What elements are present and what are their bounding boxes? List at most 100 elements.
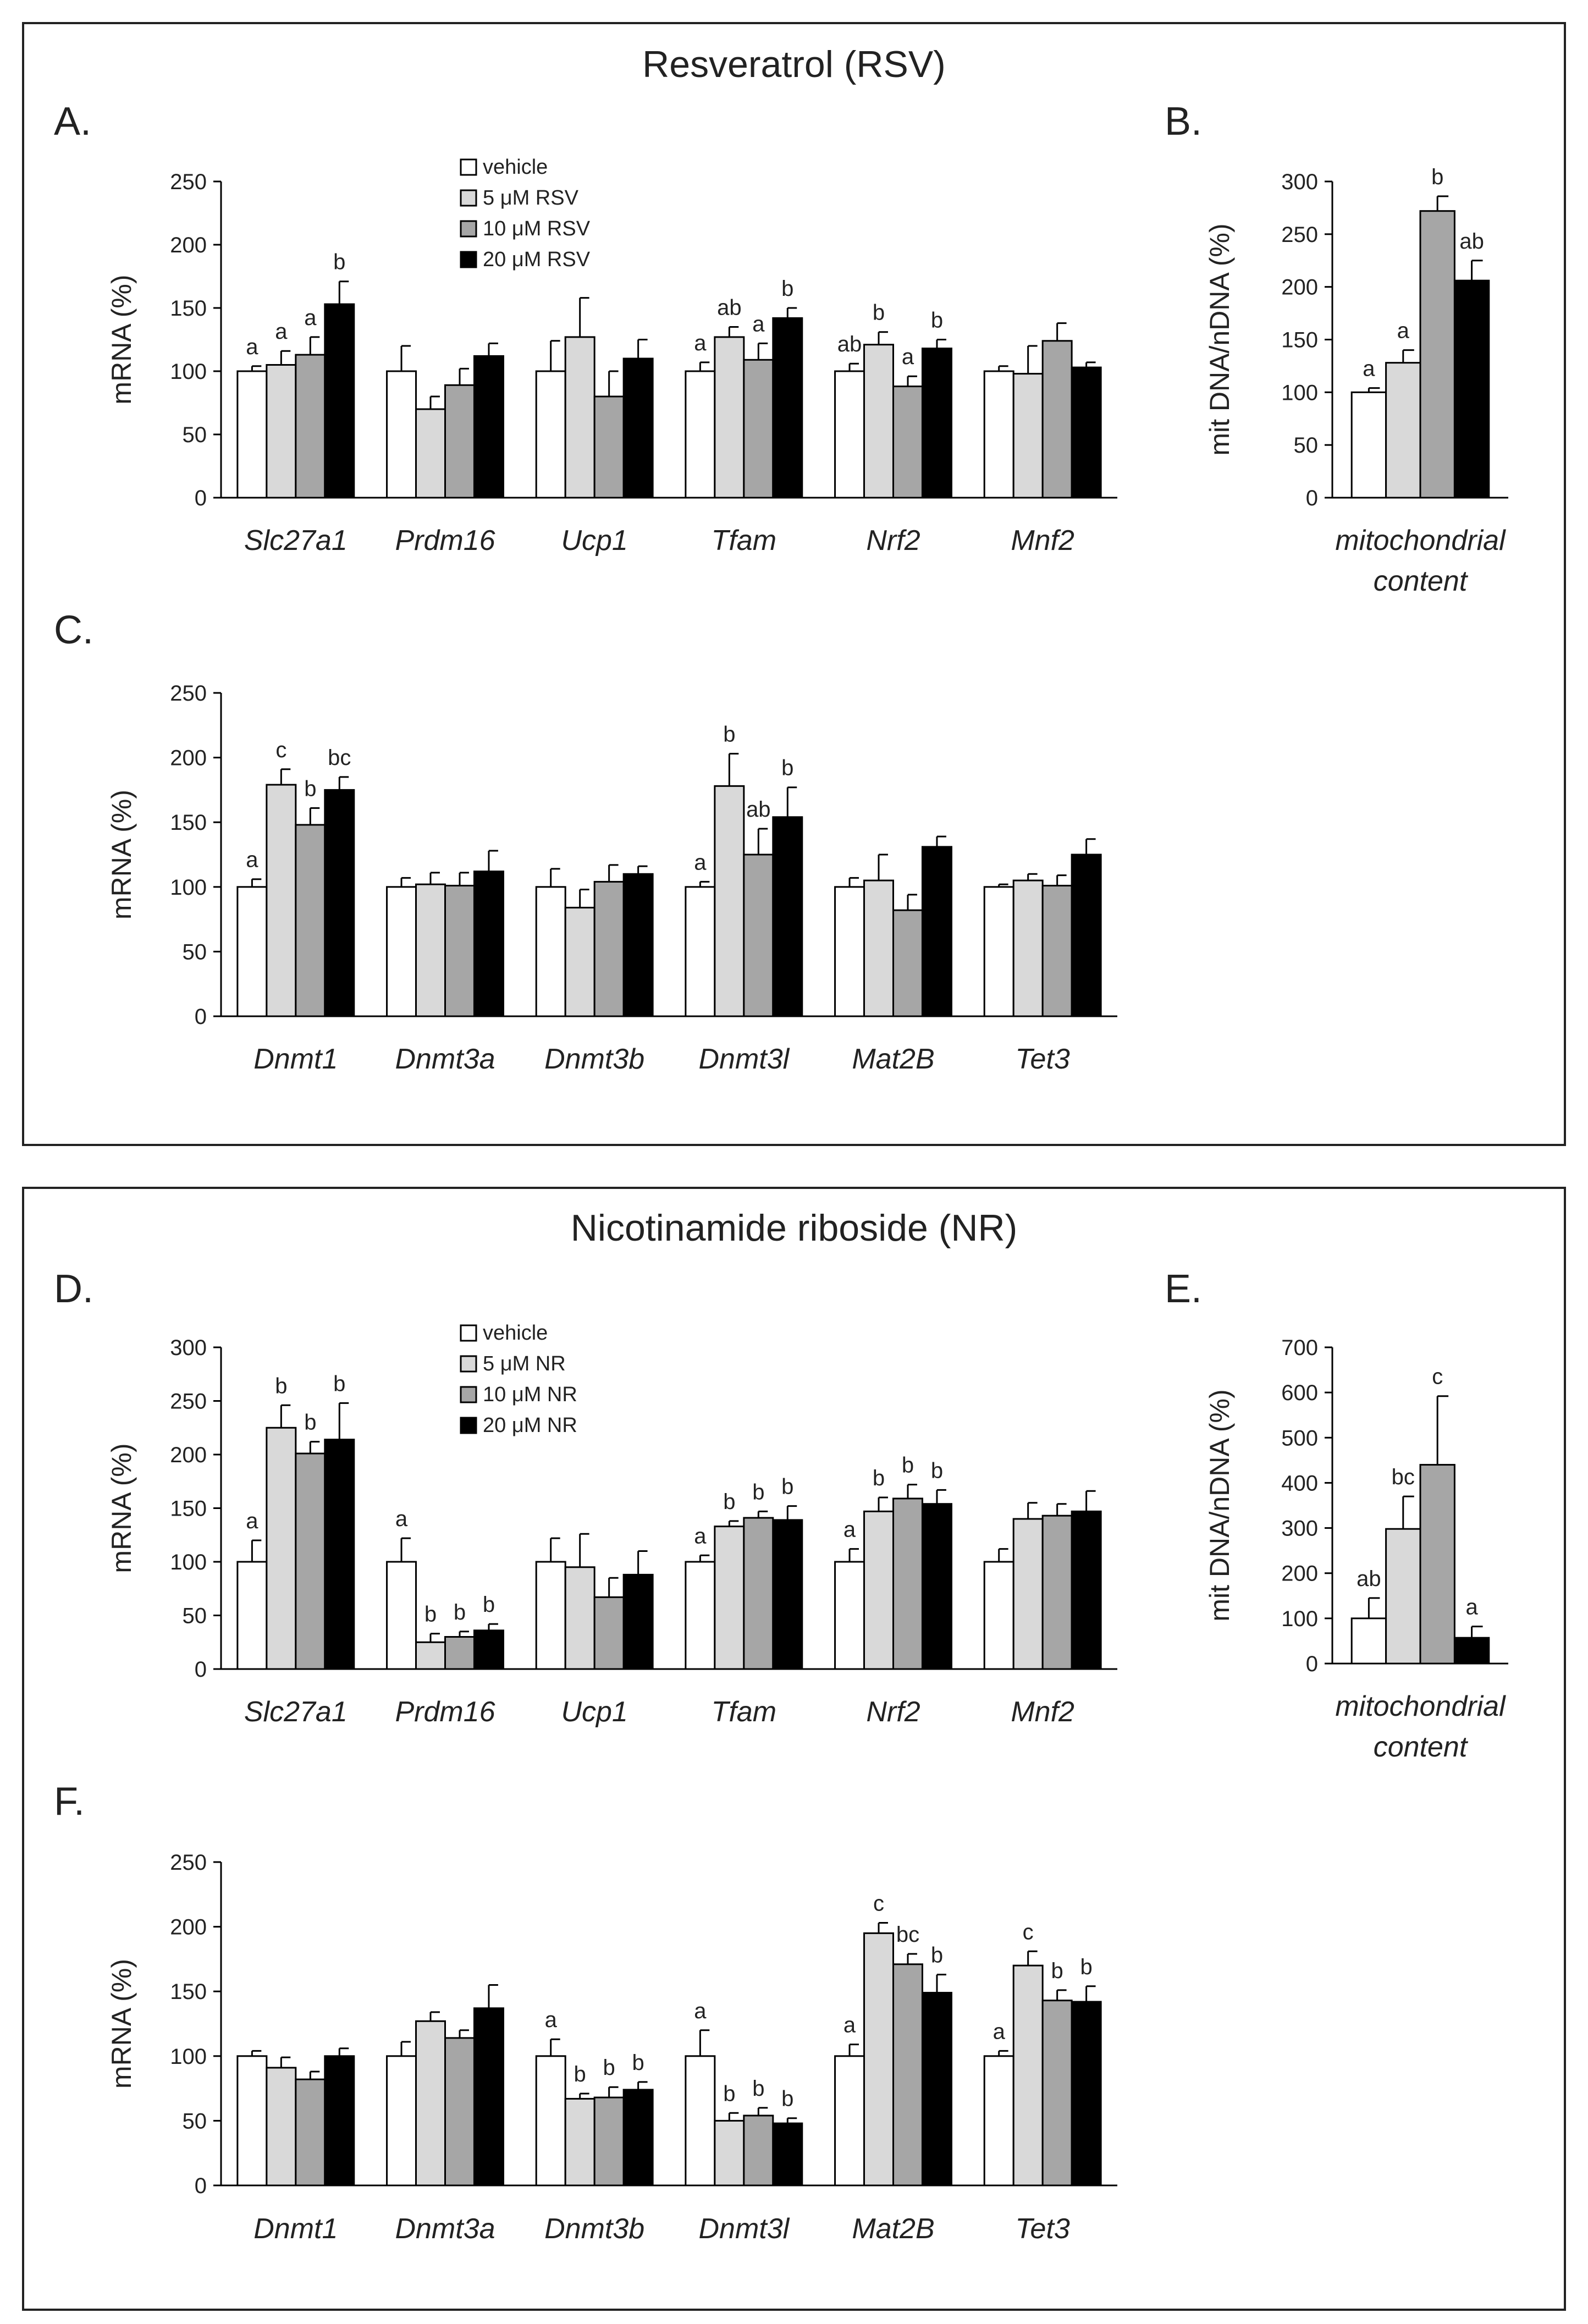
y-tick-label: 0 — [195, 486, 207, 510]
bar — [863, 344, 895, 499]
category-label: Slc27a1 — [244, 525, 348, 557]
significance-label: b — [1051, 1959, 1063, 1983]
significance-label: b — [752, 2077, 764, 2101]
bar — [1350, 391, 1387, 499]
bar — [266, 784, 297, 1017]
category-label: Prdm16 — [395, 525, 495, 557]
significance-label: b — [752, 1480, 764, 1504]
bar — [714, 1526, 745, 1670]
significance-label: a — [246, 1509, 258, 1533]
bar — [834, 1561, 865, 1670]
significance-label: b — [723, 1490, 735, 1514]
panel-label-c: C. — [54, 608, 93, 652]
y-tick-label: 200 — [170, 1443, 207, 1467]
y-tick-label: 100 — [170, 875, 207, 900]
legend-label: 5 μM NR — [483, 1352, 566, 1375]
significance-label: bc — [328, 746, 351, 770]
bar — [983, 886, 1014, 1017]
category-label: mitochondrial — [1335, 525, 1506, 557]
significance-label: a — [395, 1507, 408, 1531]
significance-label: b — [781, 277, 793, 301]
significance-label: b — [723, 723, 735, 747]
y-tick-label: 300 — [1281, 1517, 1318, 1541]
legend-swatch — [460, 1355, 477, 1373]
category-label: Prdm16 — [395, 1696, 495, 1728]
bar — [921, 1992, 952, 2187]
bar — [564, 906, 596, 1017]
bar — [1041, 2000, 1073, 2187]
bar — [295, 354, 326, 499]
bar — [473, 1629, 504, 1670]
significance-label: a — [752, 312, 765, 336]
legend-rsv: vehicle 5 μM RSV 10 μM RSV 20 μM RSV — [460, 156, 591, 271]
y-tick-label: 600 — [1281, 1381, 1318, 1405]
significance-label: a — [304, 306, 317, 330]
significance-label: b — [1080, 1955, 1093, 1979]
y-tick-label: 200 — [170, 233, 207, 257]
significance-label: b — [304, 1411, 316, 1435]
legend-label: 20 μM NR — [483, 1414, 577, 1437]
bar — [415, 883, 446, 1017]
y-tick-label: 50 — [183, 2109, 207, 2133]
y-tick-label: 500 — [1281, 1426, 1318, 1450]
y-tick-label: 250 — [170, 681, 207, 706]
bar — [622, 873, 654, 1017]
category-label: Mnf2 — [1011, 525, 1074, 557]
significance-label: b — [931, 309, 943, 333]
significance-label: ab — [746, 797, 771, 822]
legend-label: 10 μM RSV — [483, 217, 591, 240]
y-tick-label: 50 — [1294, 433, 1319, 458]
category-label: Ucp1 — [561, 1696, 627, 1728]
legend-label: vehicle — [483, 156, 548, 179]
bar — [473, 355, 504, 499]
bar — [564, 1566, 596, 1670]
bar — [535, 370, 566, 499]
y-tick-label: 0 — [195, 1005, 207, 1029]
significance-label: c — [1432, 1365, 1443, 1389]
y-tick-label: 50 — [183, 423, 207, 447]
panel-label-a: A. — [54, 100, 91, 144]
panel-label-e: E. — [1165, 1267, 1202, 1311]
bar — [685, 370, 716, 499]
bar — [1385, 1528, 1421, 1665]
bar — [1012, 373, 1044, 499]
significance-label: ab — [1357, 1567, 1381, 1591]
significance-label: b — [902, 1453, 914, 1478]
y-tick-label: 200 — [170, 1915, 207, 1940]
bar — [743, 2114, 774, 2187]
bar — [535, 886, 566, 1017]
y-tick-label: 200 — [170, 746, 207, 770]
legend-swatch — [460, 1386, 477, 1403]
significance-label: a — [1363, 357, 1375, 381]
significance-label: ab — [1459, 229, 1484, 254]
y-tick-label: 100 — [1281, 1607, 1318, 1631]
bar — [1385, 362, 1421, 499]
significance-label: ab — [717, 296, 742, 320]
significance-label: c — [275, 738, 286, 762]
y-tick-label: 150 — [170, 1980, 207, 2004]
y-tick-label: 200 — [1281, 276, 1318, 300]
bar — [473, 871, 504, 1017]
y-tick-label: 50 — [183, 940, 207, 964]
bar — [685, 1561, 716, 1670]
bar — [1071, 2001, 1102, 2187]
bar — [743, 853, 774, 1017]
bar — [685, 886, 716, 1017]
bar — [266, 364, 297, 499]
legend-nr: vehicle 5 μM NR 10 μM NR 20 μM NR — [460, 1321, 577, 1437]
bar — [415, 408, 446, 499]
bar — [772, 317, 803, 499]
significance-label: a — [694, 1999, 707, 2023]
category-label: Nrf2 — [866, 525, 920, 557]
bar — [983, 370, 1014, 499]
bar — [535, 2055, 566, 2187]
category-label: Mnf2 — [1011, 1696, 1074, 1728]
bar — [1012, 1964, 1044, 2187]
bar — [415, 1641, 446, 1670]
bar — [593, 880, 625, 1017]
y-tick-label: 400 — [1281, 1471, 1318, 1495]
